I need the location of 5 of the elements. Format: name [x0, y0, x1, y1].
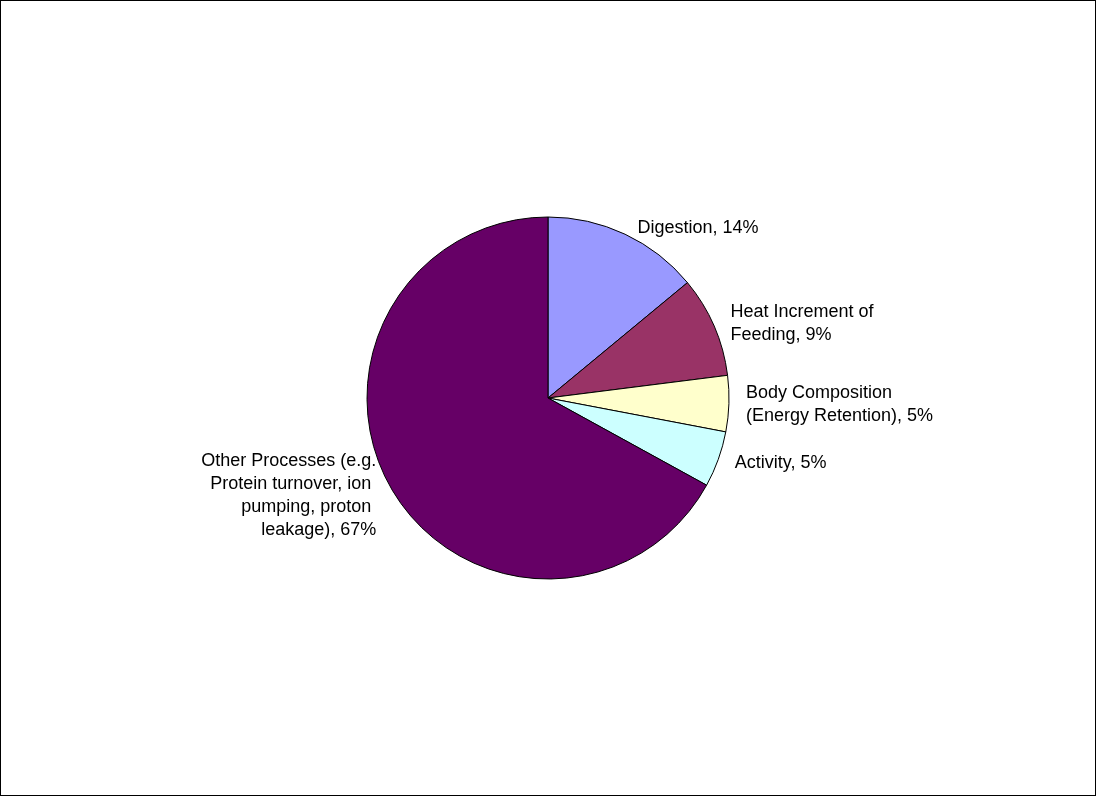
- slice-label: Body Composition (Energy Retention), 5%: [745, 382, 933, 426]
- slice-label: Heat Increment of Feeding, 9%: [730, 301, 879, 345]
- slice-label: Activity, 5%: [734, 452, 827, 473]
- slice-label: Digestion, 14%: [637, 216, 759, 237]
- slice-label: Other Processes (e.g. Protein turnover, ion pumping, proton leakage), 67%: [201, 449, 377, 539]
